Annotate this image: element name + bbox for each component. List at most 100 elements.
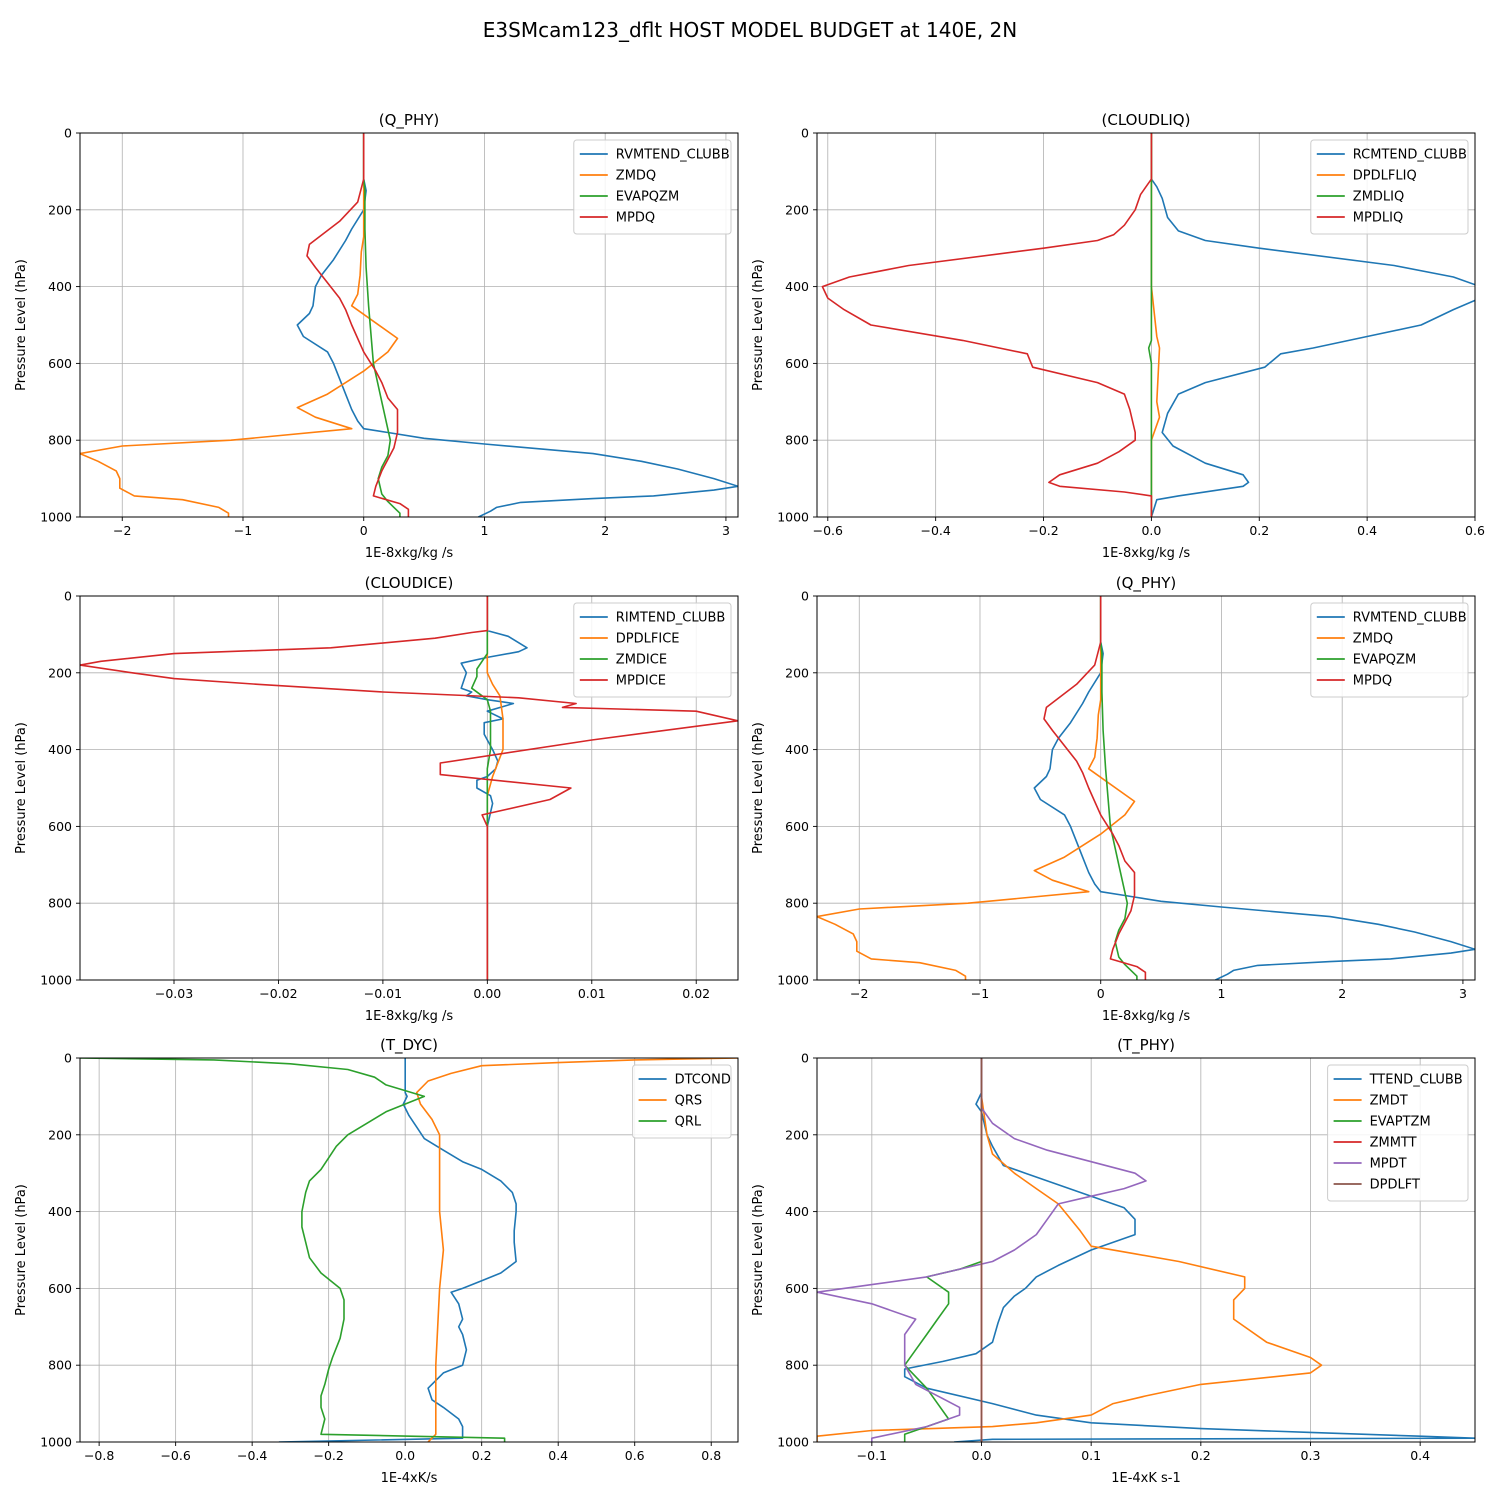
panel-1: −2 −1 0 1 2 3 0 200 400 600 800 1000 (Q_PHY) 1E-8xkg/… [14,111,739,561]
legend: RVMTEND_CLUBB ZMDQ EVAPQZM MPDQ [573,139,732,235]
x-tick-label: −0.03 [155,986,193,1001]
series-line-zmdq [817,596,1136,980]
y-tick-label: 400 [48,742,72,757]
legend-label: DTCOND [675,1073,731,1088]
x-tick-label: 3 [1459,986,1467,1001]
x-tick-label: 0.3 [1301,1448,1321,1463]
x-tick-label: 1 [480,523,488,538]
legend: RCMTEND_CLUBB DPDLFLIQ ZMDLIQ MPDLIQ [1310,139,1469,235]
y-tick-label: 600 [48,819,72,834]
x-tick-label: −0.4 [920,523,950,538]
y-tick-label: 0 [801,1051,809,1066]
legend-label: RVMTEND_CLUBB [1353,611,1467,626]
series-line-evapqzm [362,133,401,517]
y-tick-label: 0 [64,589,72,604]
legend-label: RIMTEND_CLUBB [616,611,726,626]
y-axis-label: Pressure Level (hPa) [14,259,29,391]
legend: DTCOND QRS QRL [632,1064,732,1139]
y-tick-label: 1000 [40,973,72,988]
series-line-dtcond [278,1058,517,1442]
x-tick-label: 0.4 [548,1448,568,1463]
series-group [80,1058,738,1442]
x-tick-label: 0.6 [1465,523,1485,538]
plot-frame [816,132,1476,518]
plot-frame [79,132,739,518]
panel-title: (Q_PHY) [379,111,440,130]
series-line-evapqzm [1099,596,1138,980]
legend: RVMTEND_CLUBB ZMDQ EVAPQZM MPDQ [1310,602,1469,698]
y-tick-label: 400 [48,279,72,294]
legend-label: MPDT [1370,1157,1407,1172]
legend-box [1327,1064,1469,1202]
x-tick-label: 2 [1338,986,1346,1001]
y-axis-label: Pressure Level (hPa) [751,1184,766,1316]
y-tick-label: 400 [785,1204,809,1219]
y-tick-label: 1000 [777,510,809,525]
y-axis-label: Pressure Level (hPa) [751,259,766,391]
x-tick-label: 0.6 [625,1448,645,1463]
x-axis-label: 1E-4xK/s [381,1471,438,1486]
series-line-ttend-clubb [903,1058,1475,1442]
x-tick-label: 0.4 [1410,1448,1430,1463]
x-axis-label: 1E-8xkg/kg /s [365,1009,454,1024]
legend-label: ZMDICE [616,653,667,668]
y-tick-label: 0 [64,126,72,141]
y-tick-label: 1000 [40,1435,72,1450]
legend-label: DPDLFT [1370,1178,1420,1193]
legend-label: RVMTEND_CLUBB [616,148,730,163]
legend-box [1310,139,1469,235]
y-axis-label: Pressure Level (hPa) [751,722,766,854]
y-tick-label: 600 [785,356,809,371]
panel-title: (T_DYC) [380,1036,438,1055]
x-tick-label: −0.01 [364,986,402,1001]
figure-title: E3SMcam123_dflt HOST MODEL BUDGET at 140… [483,18,1017,42]
plot-frame [816,1057,1476,1443]
series-line-mpdliq [821,133,1153,517]
legend-label: EVAPQZM [616,190,679,205]
legend-label: QRS [675,1094,703,1109]
panel-title: (CLOUDLIQ) [1102,111,1191,129]
y-tick-label: 600 [785,1281,809,1296]
series-line-rvmtend-clubb [296,133,738,517]
series-group [817,1058,1475,1442]
x-tick-label: −0.2 [313,1448,343,1463]
legend-label: ZMDLIQ [1353,190,1404,205]
legend-label: ZMDQ [616,169,656,184]
legend-label: ZMDT [1370,1094,1408,1109]
x-tick-label: 0 [360,523,368,538]
legend-label: EVAPQZM [1353,653,1416,668]
legend-box [1310,602,1469,698]
legend-label: MPDLIQ [1353,211,1403,226]
x-tick-label: −0.6 [813,523,843,538]
y-tick-label: 400 [785,279,809,294]
legend-label: TTEND_CLUBB [1369,1073,1463,1088]
series-line-zmdt [817,1058,1323,1442]
panel-4: −2 −1 0 1 2 3 0 200 400 600 800 1000 (Q_PHY) 1E-8xkg/… [751,574,1476,1024]
plot-frame [816,595,1476,981]
y-tick-label: 200 [48,665,72,680]
panel-2: −0.6 −0.4 −0.2 0.0 0.2 0.4 0.6 0 200 400 600 800 100… [751,111,1485,561]
legend-box [573,139,732,235]
x-tick-label: 0.02 [682,986,710,1001]
series-group [80,133,738,517]
x-tick-label: −1 [971,986,989,1001]
series-group [817,596,1475,980]
y-tick-label: 200 [785,665,809,680]
series-line-mpdt [817,1058,1147,1442]
x-tick-label: −0.8 [84,1448,114,1463]
x-tick-label: 0.2 [1191,1448,1211,1463]
x-tick-label: 0.01 [578,986,606,1001]
legend: TTEND_CLUBB ZMDT EVAPTZM ZMMTT MPDT DPDLFT [1327,1064,1469,1202]
x-tick-label: −0.1 [857,1448,887,1463]
x-axis-label: 1E-8xkg/kg /s [1102,1009,1191,1024]
panels: −2 −1 0 1 2 302004006008001000(Q_PHY)1E-8xkg/… [14,111,1485,1486]
series-line-mpdice [80,596,738,980]
y-tick-label: 800 [48,433,72,448]
series-group [80,596,738,980]
panel-6: −0.1 0.0 0.1 0.2 0.3 0.4 0 200 400 600 800 1000 (T_P… [751,1036,1476,1486]
legend-label: DPDLFLIQ [1353,169,1417,184]
series-line-dpdlfice [486,596,504,980]
y-tick-label: 600 [785,819,809,834]
